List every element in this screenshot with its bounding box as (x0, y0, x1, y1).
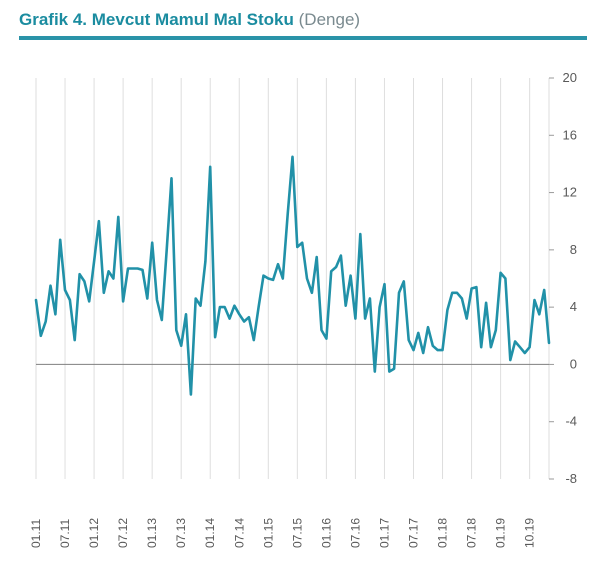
y-tick-label: 16 (563, 127, 577, 142)
title-rule (19, 36, 587, 40)
chart-title: Grafik 4. Mevcut Mamul Mal Stoku (Denge) (19, 10, 360, 30)
chart-title-qualifier: (Denge) (298, 10, 361, 29)
x-tick-label: 01.17 (377, 518, 391, 548)
y-tick-label: 0 (570, 356, 577, 371)
axis-layer (36, 77, 554, 480)
y-tick-labels: -8 -4 0 4 8 12 16 20 (563, 70, 577, 486)
x-tick-label: 01.12 (87, 518, 101, 548)
x-tick-label: 07.17 (406, 518, 420, 548)
x-tick-label: 01.19 (494, 518, 508, 548)
x-tick-label: 07.15 (290, 518, 304, 548)
x-tick-label: 01.14 (203, 518, 217, 548)
x-tick-label: 01.15 (261, 518, 275, 548)
x-tick-label: 10.19 (523, 518, 537, 548)
y-tick-label: 8 (570, 242, 577, 257)
x-tick-label: 01.16 (319, 518, 333, 548)
x-tick-label: 01.11 (29, 519, 43, 548)
x-tick-label: 07.18 (465, 518, 479, 548)
x-tick-label: 07.12 (116, 518, 130, 548)
y-tick-label: 20 (563, 70, 577, 85)
x-tick-label: 07.13 (174, 518, 188, 548)
x-tick-label: 07.16 (348, 518, 362, 548)
x-tick-labels: 01.11 07.11 01.12 07.12 01.13 07.13 01.14 07.14… (29, 518, 537, 548)
x-tick-label: 07.14 (232, 518, 246, 548)
x-tick-label: 01.13 (145, 518, 159, 548)
chart-title-main: Grafik 4. Mevcut Mamul Mal Stoku (19, 10, 294, 29)
x-tick-label: 07.11 (58, 519, 72, 548)
series-line (34, 155, 551, 396)
x-tick-label: 01.18 (436, 518, 450, 548)
y-tick-label: -4 (565, 414, 577, 429)
y-tick-label: 12 (563, 185, 577, 200)
y-tick-label: 4 (570, 299, 577, 314)
y-tick-label: -8 (565, 471, 577, 486)
series-layer (34, 155, 551, 396)
